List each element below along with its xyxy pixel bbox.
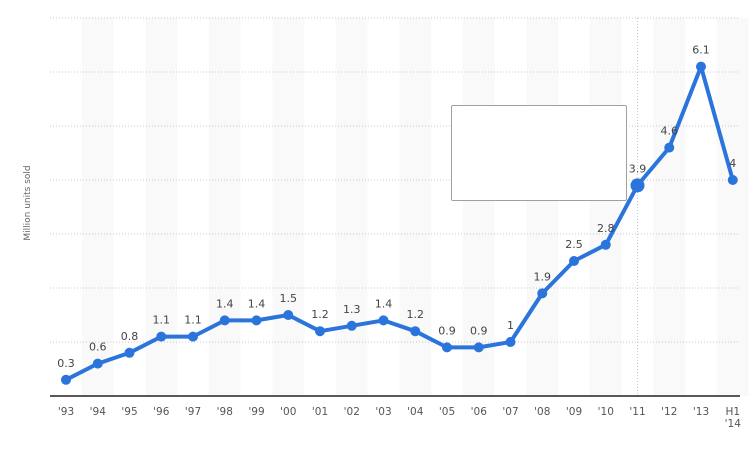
data-label: 2.8: [597, 222, 615, 235]
data-point[interactable]: [630, 178, 645, 193]
x-tick-label: H1: [725, 406, 740, 418]
data-label: 0.6: [89, 341, 107, 354]
data-point[interactable]: [315, 326, 325, 337]
x-tick-label: '95: [121, 406, 137, 418]
data-label: 6.1: [692, 44, 710, 57]
x-tick-label: '03: [375, 406, 391, 418]
x-tick-label: '13: [693, 406, 709, 418]
data-label: 2.5: [565, 238, 583, 251]
data-point[interactable]: [61, 374, 71, 385]
x-tick-label: '08: [534, 406, 550, 418]
x-tick-label: '14: [725, 418, 742, 430]
band: [208, 18, 241, 396]
data-point[interactable]: [251, 315, 262, 326]
data-point[interactable]: [442, 342, 452, 353]
x-tick-label: '98: [217, 406, 233, 418]
data-point[interactable]: [188, 331, 198, 342]
data-point[interactable]: [346, 320, 357, 331]
x-tick-label: '12: [661, 406, 677, 418]
data-point[interactable]: [283, 310, 294, 320]
data-label: 0.3: [57, 357, 75, 370]
data-label: 4.6: [661, 125, 679, 138]
band: [716, 18, 749, 396]
x-tick-label: '10: [598, 406, 614, 418]
x-tick-label: '97: [185, 406, 201, 418]
x-tick-label: '96: [153, 406, 170, 418]
x-tick-label: '94: [90, 406, 107, 418]
y-axis-label: Million units sold: [23, 165, 33, 241]
band: [462, 18, 495, 396]
x-tick-label: '07: [502, 406, 518, 418]
band: [272, 18, 305, 396]
data-label: 0.9: [438, 324, 456, 337]
data-label: 1.4: [248, 297, 266, 310]
x-tick-label: '00: [280, 406, 296, 418]
x-tick-label: '02: [344, 406, 360, 418]
data-label: 1.4: [375, 297, 393, 310]
x-tick-label: '09: [566, 406, 582, 418]
x-tick-label: '01: [312, 406, 328, 418]
data-point[interactable]: [505, 337, 516, 347]
data-point[interactable]: [378, 315, 389, 326]
data-label: 0.8: [121, 330, 139, 343]
x-tick-label: '06: [471, 406, 488, 418]
x-tick-label: '11: [629, 406, 645, 418]
data-label: 0.9: [470, 324, 488, 337]
tooltip: [451, 105, 627, 201]
data-label: 4: [729, 157, 736, 170]
data-label: 3.9: [629, 162, 647, 175]
data-label: 1: [507, 319, 514, 332]
data-point[interactable]: [124, 347, 135, 358]
data-label: 1.3: [343, 303, 361, 316]
band: [653, 18, 686, 396]
data-point[interactable]: [156, 331, 167, 342]
data-point[interactable]: [600, 239, 611, 250]
data-label: 1.1: [184, 314, 202, 327]
data-label: 1.1: [153, 314, 171, 327]
data-point[interactable]: [727, 175, 738, 185]
data-point[interactable]: [569, 256, 579, 266]
data-point[interactable]: [92, 358, 103, 369]
data-label: 1.5: [280, 292, 298, 305]
x-tick-label: '93: [58, 406, 74, 418]
data-point[interactable]: [219, 315, 230, 326]
data-label: 1.9: [534, 270, 552, 283]
series-line: [65, 64, 735, 382]
data-point[interactable]: [410, 326, 421, 337]
x-tick-label: '04: [407, 406, 424, 418]
band: [81, 18, 114, 396]
data-point[interactable]: [696, 61, 706, 72]
x-tick-label: '05: [439, 406, 455, 418]
data-point[interactable]: [473, 342, 484, 353]
data-point[interactable]: [537, 288, 548, 299]
band: [526, 18, 559, 396]
band: [335, 18, 368, 396]
data-label: 1.4: [216, 297, 234, 310]
data-label: 1.2: [311, 308, 329, 321]
x-tick-label: '99: [248, 406, 264, 418]
data-label: 1.2: [407, 308, 425, 321]
data-point[interactable]: [664, 142, 675, 153]
band: [399, 18, 432, 396]
band: [589, 18, 622, 396]
